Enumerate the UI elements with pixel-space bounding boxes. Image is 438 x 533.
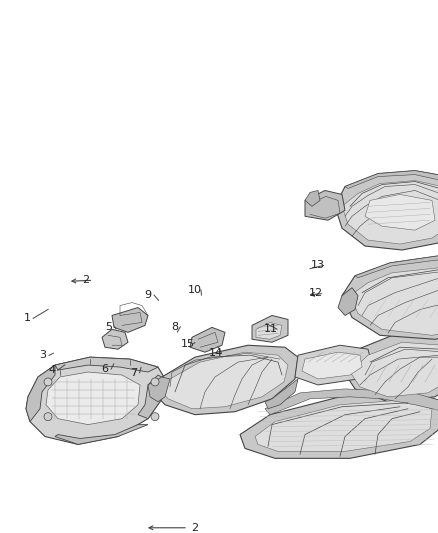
Polygon shape bbox=[295, 345, 372, 385]
Text: 9: 9 bbox=[145, 290, 152, 300]
Text: 1: 1 bbox=[24, 313, 31, 324]
Polygon shape bbox=[46, 372, 140, 425]
Text: 4: 4 bbox=[48, 365, 55, 375]
Polygon shape bbox=[342, 256, 438, 340]
Text: 2: 2 bbox=[82, 275, 89, 285]
Polygon shape bbox=[112, 308, 148, 333]
Polygon shape bbox=[255, 400, 432, 451]
Circle shape bbox=[44, 413, 52, 421]
Polygon shape bbox=[138, 375, 165, 418]
Polygon shape bbox=[55, 357, 158, 372]
Polygon shape bbox=[365, 195, 435, 230]
Polygon shape bbox=[335, 171, 438, 250]
Polygon shape bbox=[350, 268, 438, 335]
Text: 12: 12 bbox=[309, 288, 323, 298]
Polygon shape bbox=[265, 389, 438, 415]
Text: 3: 3 bbox=[39, 350, 46, 360]
Polygon shape bbox=[26, 357, 165, 445]
Polygon shape bbox=[190, 327, 225, 352]
Polygon shape bbox=[355, 256, 438, 278]
Polygon shape bbox=[342, 181, 438, 244]
Polygon shape bbox=[158, 352, 288, 409]
Text: 14: 14 bbox=[208, 348, 223, 358]
Text: 8: 8 bbox=[171, 322, 178, 332]
Circle shape bbox=[44, 378, 52, 386]
Polygon shape bbox=[256, 322, 282, 340]
Polygon shape bbox=[148, 377, 170, 402]
Text: 5: 5 bbox=[105, 322, 112, 332]
Polygon shape bbox=[102, 329, 128, 349]
Text: 6: 6 bbox=[102, 364, 109, 374]
Polygon shape bbox=[345, 171, 438, 193]
Circle shape bbox=[151, 413, 159, 421]
Circle shape bbox=[151, 378, 159, 386]
Text: 13: 13 bbox=[311, 261, 325, 270]
Text: 2: 2 bbox=[191, 523, 198, 533]
Polygon shape bbox=[350, 342, 438, 397]
Polygon shape bbox=[252, 316, 288, 342]
Text: 11: 11 bbox=[264, 324, 278, 334]
Polygon shape bbox=[265, 379, 298, 409]
Polygon shape bbox=[305, 190, 345, 220]
Polygon shape bbox=[342, 333, 438, 402]
Polygon shape bbox=[240, 392, 438, 458]
Text: 7: 7 bbox=[130, 368, 137, 378]
Text: 10: 10 bbox=[188, 285, 202, 295]
Polygon shape bbox=[150, 345, 298, 415]
Polygon shape bbox=[338, 288, 358, 316]
Polygon shape bbox=[26, 365, 55, 422]
Polygon shape bbox=[302, 352, 362, 379]
Text: 15: 15 bbox=[180, 338, 194, 349]
Polygon shape bbox=[305, 190, 320, 206]
Polygon shape bbox=[55, 425, 148, 445]
